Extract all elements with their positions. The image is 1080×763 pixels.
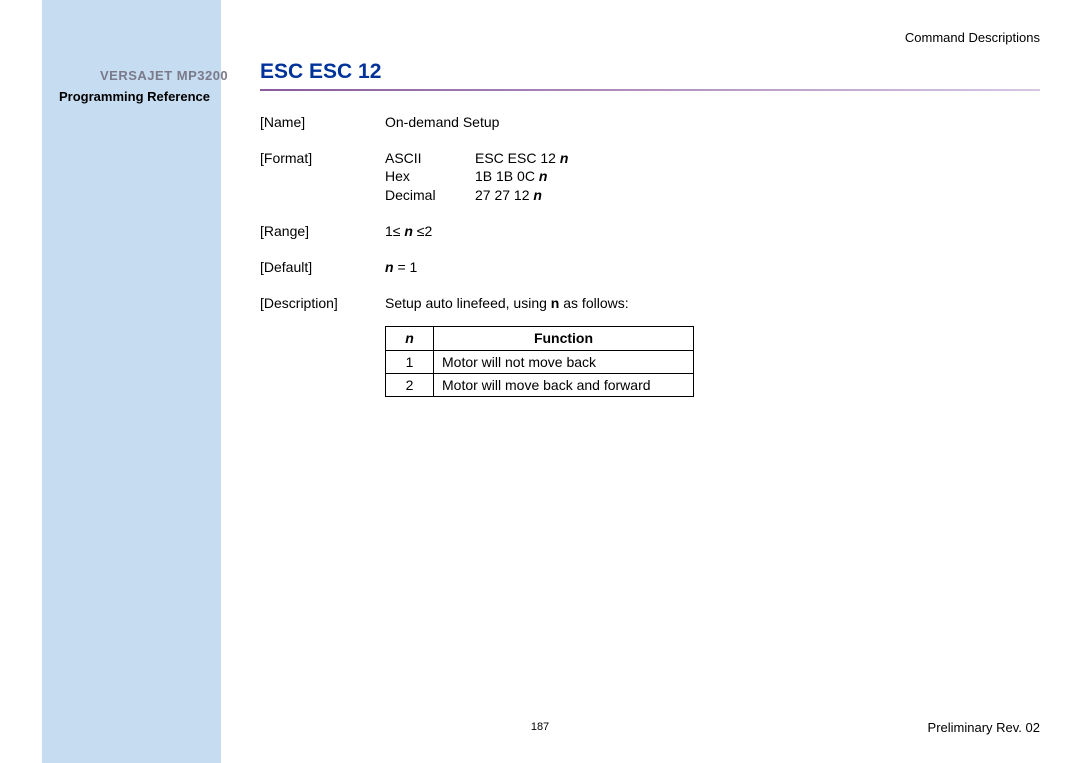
ascii-value: ESC ESC 12 n: [475, 149, 568, 167]
row-range: [Range] 1≤ n ≤2: [260, 222, 1040, 240]
format-decimal: Decimal 27 27 12 n: [385, 186, 1040, 204]
range-label: [Range]: [260, 222, 385, 240]
sidebar: [42, 0, 221, 763]
command-title: ESC ESC 12: [260, 60, 1040, 84]
ascii-label: ASCII: [385, 149, 475, 167]
revision-text: Preliminary Rev. 02: [928, 720, 1040, 735]
name-label: [Name]: [260, 113, 385, 131]
th-function: Function: [434, 327, 694, 350]
main-content: ESC ESC 12 [Name] On-demand Setup [Forma…: [260, 60, 1040, 397]
decimal-label: Decimal: [385, 186, 475, 204]
table-row: 2 Motor will move back and forward: [386, 373, 694, 396]
table-header-row: n Function: [386, 327, 694, 350]
table-row: 1 Motor will not move back: [386, 350, 694, 373]
td-fn: Motor will not move back: [434, 350, 694, 373]
name-value: On-demand Setup: [385, 113, 1040, 131]
row-description: [Description] Setup auto linefeed, using…: [260, 294, 1040, 312]
range-value: 1≤ n ≤2: [385, 222, 1040, 240]
decimal-value: 27 27 12 n: [475, 186, 542, 204]
td-n: 1: [386, 350, 434, 373]
row-name: [Name] On-demand Setup: [260, 113, 1040, 131]
title-divider: [260, 89, 1040, 91]
format-hex: Hex 1B 1B 0C n: [385, 167, 1040, 185]
product-name: VERSAJET MP3200: [100, 68, 228, 83]
default-value: n = 1: [385, 258, 1040, 276]
td-n: 2: [386, 373, 434, 396]
default-label: [Default]: [260, 258, 385, 276]
description-value: Setup auto linefeed, using n as follows:: [385, 294, 1040, 312]
page-number: 187: [531, 721, 549, 733]
fields-block: [Name] On-demand Setup [Format] ASCII ES…: [260, 113, 1040, 397]
format-label: [Format]: [260, 149, 385, 204]
hex-value: 1B 1B 0C n: [475, 167, 547, 185]
row-default: [Default] n = 1: [260, 258, 1040, 276]
section-header: Command Descriptions: [905, 30, 1040, 45]
doc-subtitle: Programming Reference: [59, 89, 210, 104]
row-format: [Format] ASCII ESC ESC 12 n Hex 1B 1B 0C…: [260, 149, 1040, 204]
format-ascii: ASCII ESC ESC 12 n: [385, 149, 1040, 167]
format-value: ASCII ESC ESC 12 n Hex 1B 1B 0C n Decima…: [385, 149, 1040, 204]
description-label: [Description]: [260, 294, 385, 312]
hex-label: Hex: [385, 167, 475, 185]
td-fn: Motor will move back and forward: [434, 373, 694, 396]
th-n: n: [386, 327, 434, 350]
function-table: n Function 1 Motor will not move back 2 …: [385, 326, 694, 397]
